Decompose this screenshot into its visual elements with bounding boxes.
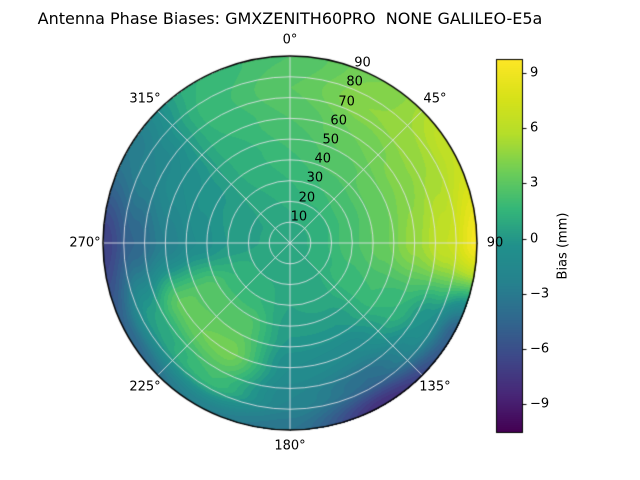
theta-tick-label: 45° — [423, 91, 447, 107]
colorbar-tick-label: −3 — [530, 286, 550, 302]
theta-tick-label: 90 — [486, 235, 504, 251]
chart-title: Antenna Phase Biases: GMXZENITH60PRO NON… — [37, 9, 543, 28]
theta-tick-label: 225° — [129, 379, 161, 395]
colorbar-tick-label: −9 — [530, 396, 550, 412]
colorbar-tick-label: −6 — [530, 341, 550, 357]
colorbar-tick-label: 6 — [530, 120, 539, 136]
r-tick-label: 40 — [314, 151, 332, 167]
colorbar-tick-label: 0 — [530, 231, 539, 247]
r-tick-label: 50 — [322, 132, 340, 148]
colorbar-tick-label: 9 — [530, 65, 539, 81]
r-tick-label: 70 — [338, 94, 355, 110]
theta-tick-label: 0° — [282, 32, 298, 48]
theta-tick-label: 135° — [419, 379, 451, 395]
theta-tick-label: 315° — [129, 91, 161, 107]
colorbar-axis-label: Bias (mm) — [555, 212, 571, 280]
colorbar-tick-label: 3 — [530, 175, 539, 191]
r-tick-label: 60 — [330, 113, 347, 129]
r-tick-label: 20 — [298, 190, 316, 206]
theta-tick-label: 270° — [69, 235, 101, 251]
r-tick-label: 10 — [290, 209, 308, 225]
theta-tick-label: 180° — [274, 438, 306, 454]
r-tick-label: 90 — [354, 55, 371, 71]
r-tick-label: 30 — [306, 170, 324, 186]
r-tick-label: 80 — [346, 74, 363, 90]
